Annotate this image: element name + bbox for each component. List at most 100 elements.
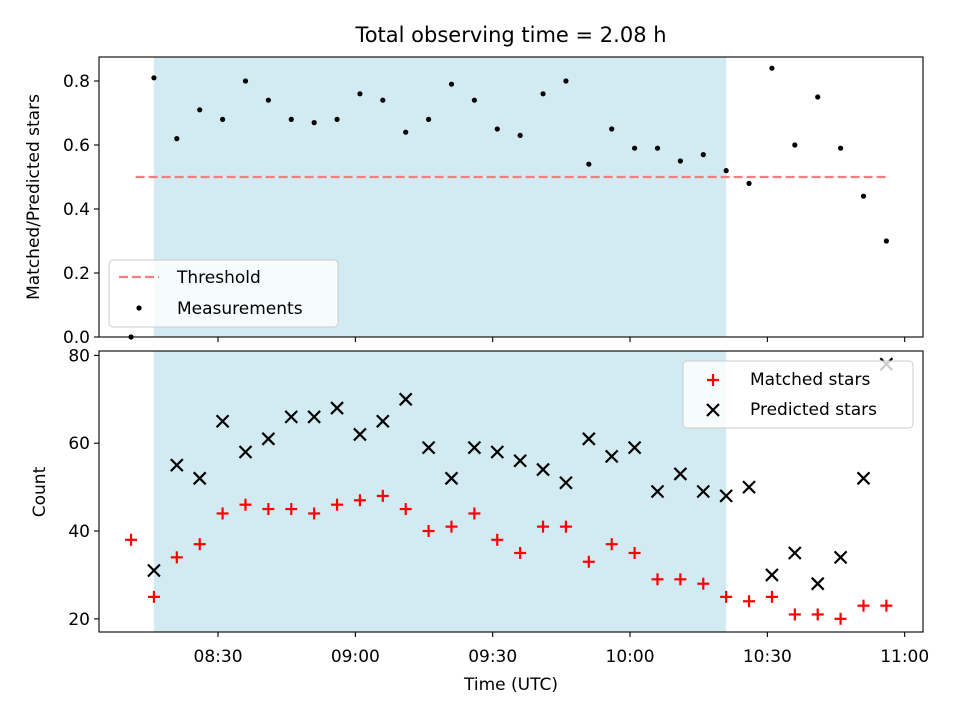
measurement-point [380, 97, 386, 103]
matched-star-point [170, 551, 183, 564]
bottom-y-axis-label: Count [30, 466, 50, 517]
top-y-tick-label: 0.2 [63, 264, 90, 284]
measurement-point [403, 129, 409, 135]
top-points [128, 65, 889, 340]
measurement-point [883, 238, 889, 244]
bottom-y-ticks: 20 40 60 80 [68, 346, 99, 630]
top-axes-frame [98, 56, 924, 338]
predicted-star-point [192, 471, 207, 486]
matched-star-point [811, 608, 824, 621]
predicted-star-point [398, 392, 413, 407]
measurement-point [723, 168, 729, 174]
predicted-star-point [330, 401, 344, 415]
predicted-star-point [444, 471, 459, 486]
predicted-star-point [513, 453, 527, 468]
measurement-point [586, 161, 592, 167]
matched-star-point [147, 590, 160, 603]
matched-star-point [674, 573, 687, 586]
predicted-star-point [673, 467, 688, 481]
legend-matched-label: Matched stars [750, 370, 870, 390]
measurement-point [334, 116, 340, 122]
matched-star-point [491, 533, 504, 546]
bottom-legend-box [682, 360, 914, 429]
matched-star-point [697, 577, 710, 590]
predicted-star-point [467, 440, 482, 455]
predicted-star-point [719, 489, 733, 503]
predicted-star-point [627, 440, 642, 455]
predicted-star-point [696, 484, 711, 499]
measurement-point [426, 116, 432, 122]
top-panel: 0.00.20.40.60.8 Matched/Predicted stars … [24, 56, 924, 348]
predicted-star-point [490, 445, 505, 459]
predicted-star-point [170, 458, 184, 472]
measurement-point [357, 91, 363, 97]
top-y-tick-label: 0.6 [63, 136, 90, 156]
matched-star-point [628, 546, 641, 559]
matched-star-point [399, 503, 412, 516]
bottom-points [125, 357, 894, 625]
bottom-x-ticks: 08:30 09:00 09:30 10:00 10:30 11:00 [194, 632, 929, 667]
measurement-point [563, 78, 569, 84]
top-y-tick-label: 0.4 [63, 200, 90, 220]
predicted-star-point [559, 475, 573, 490]
measurement-point [151, 75, 157, 81]
predicted-star-point [536, 462, 550, 477]
top-y-tick-label: 0.8 [63, 72, 90, 92]
bottom-y-tick-label: 60 [68, 434, 90, 454]
predicted-star-point [742, 480, 756, 494]
bottom-x-tick-label: 10:00 [606, 647, 655, 667]
measurement-point [517, 132, 523, 138]
matched-star-point [651, 573, 664, 586]
measurement-point [860, 193, 867, 199]
measurement-point [815, 94, 821, 100]
matched-star-point [788, 608, 801, 621]
matched-star-point [834, 612, 847, 625]
legend-predicted-swatch [706, 403, 720, 417]
matched-star-point [422, 525, 435, 538]
measurement-point [288, 116, 294, 122]
matched-star-point [331, 498, 344, 511]
matched-star-point [720, 590, 733, 603]
top-y-ticks: 0.0 0.2 0.4 0.6 0.8 [63, 72, 99, 348]
legend-predicted-label: Predicted stars [750, 400, 877, 420]
top-legend: Threshold Measurements [108, 259, 339, 328]
matched-star-point [445, 520, 458, 533]
matched-star-point [216, 507, 229, 520]
bottom-legend: Matched stars Predicted stars [682, 360, 914, 429]
predicted-star-point [307, 410, 321, 424]
matched-star-point [468, 507, 481, 520]
measurement-point [838, 145, 844, 151]
matched-star-point [765, 590, 778, 603]
predicted-star-point [261, 432, 276, 446]
matched-star-point [743, 595, 756, 608]
predicted-star-point [147, 563, 161, 578]
measurement-point [792, 142, 798, 148]
matched-star-point [514, 546, 527, 559]
predicted-star-point [284, 410, 299, 424]
matched-star-point [376, 489, 389, 502]
matched-star-point [125, 533, 138, 546]
measurement-point [654, 145, 661, 151]
matched-star-point [582, 555, 595, 568]
measurement-point [632, 145, 638, 151]
predicted-star-point [376, 414, 390, 429]
legend-matched-swatch [707, 374, 719, 386]
predicted-star-point [604, 449, 619, 464]
x-axis-label: Time (UTC) [463, 675, 558, 695]
bottom-x-tick-label: 11:00 [880, 647, 929, 667]
bottom-axes-frame [98, 350, 924, 633]
measurement-point [448, 81, 455, 87]
figure-title: Total observing time = 2.08 h [354, 23, 666, 47]
matched-star-point [239, 498, 252, 511]
matched-star-point [285, 503, 298, 516]
measurement-point [700, 152, 706, 158]
matched-star-point [193, 538, 206, 551]
measurement-point [220, 116, 226, 122]
measurement-point [197, 107, 203, 113]
matched-star-point [353, 494, 366, 507]
bottom-x-tick-label: 09:30 [468, 647, 517, 667]
top-y-tick-label: 0.0 [63, 328, 90, 348]
bottom-y-tick-label: 20 [68, 610, 90, 630]
predicted-star-point [582, 432, 596, 446]
